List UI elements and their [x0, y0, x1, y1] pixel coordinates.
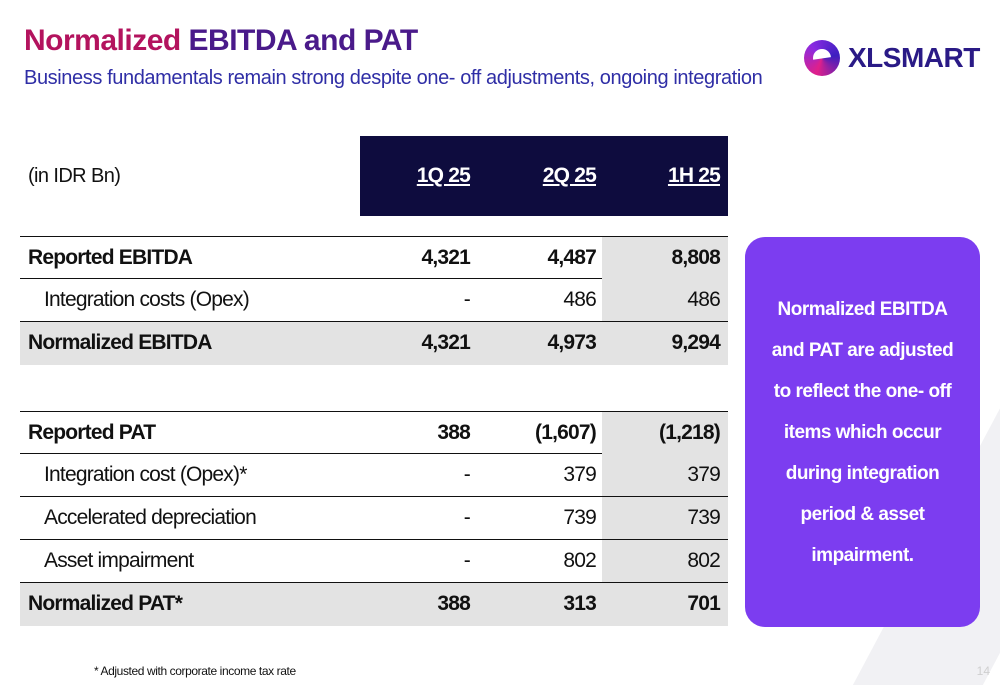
h1-highlight: [602, 237, 728, 279]
page-subtitle: Business fundamentals remain strong desp…: [24, 67, 763, 89]
table-row-normalized-pat: Normalized PAT* 388 313 701: [20, 583, 728, 626]
cell-1q25: -: [463, 506, 471, 529]
title-part-1: Normalized: [24, 24, 189, 57]
logo-text: XLSMART: [848, 42, 980, 73]
row-label: Integration costs (Opex): [44, 288, 250, 311]
table-row-asset-impairment: Asset impairment - 802 802: [20, 540, 728, 583]
cell-2q25: 802: [563, 549, 596, 572]
cell-2q25: 313: [563, 592, 596, 615]
cell-1h25: 802: [687, 549, 720, 572]
cell-1h25: 379: [687, 463, 720, 486]
cell-1h25: (1,218): [659, 421, 721, 444]
callout-text: Normalized EBITDA and PAT are adjusted t…: [771, 298, 954, 566]
cell-2q25: 379: [563, 463, 596, 486]
table-row-normalized-ebitda: Normalized EBITDA 4,321 4,973 9,294: [20, 322, 728, 365]
row-label: Normalized EBITDA: [28, 331, 212, 354]
h1-highlight: [602, 497, 728, 539]
table-row-integration-costs: Integration costs (Opex) - 486 486: [20, 279, 728, 322]
cell-2q25: 4,487: [547, 246, 596, 269]
row-label: Reported EBITDA: [28, 246, 193, 269]
table-row-reported-pat: Reported PAT 388 (1,607) (1,218): [20, 411, 728, 454]
cell-1h25: 9,294: [671, 331, 720, 354]
callout-box: Normalized EBITDA and PAT are adjusted t…: [745, 237, 980, 627]
title-part-2: EBITDA and PAT: [188, 24, 419, 57]
cell-1h25: 8,808: [671, 246, 720, 269]
cell-1q25: 4,321: [421, 331, 470, 354]
unit-label: (in IDR Bn): [28, 164, 121, 187]
cell-1h25: 739: [687, 506, 720, 529]
row-label: Reported PAT: [28, 421, 156, 444]
footnote: * Adjusted with corporate income tax rat…: [94, 664, 296, 678]
row-label: Integration cost (Opex)*: [44, 463, 247, 486]
page-number: 14: [976, 664, 990, 678]
row-label: Normalized PAT*: [28, 592, 183, 615]
h1-highlight: [602, 454, 728, 496]
cell-1h25: 486: [687, 288, 720, 311]
table-header: (in IDR Bn) 1Q 25 2Q 25 1H 25: [20, 136, 728, 216]
cell-2q25: 486: [563, 288, 596, 311]
cell-1q25: 388: [437, 421, 470, 444]
page-title: Normalized EBITDA and PAT: [24, 24, 418, 58]
cell-2q25: 739: [563, 506, 596, 529]
cell-2q25: (1,607): [535, 421, 597, 444]
brand-logo: XLSMART: [804, 36, 980, 80]
header-band: [360, 136, 728, 216]
table-row-integration-cost: Integration cost (Opex)* - 379 379: [20, 454, 728, 497]
row-label: Accelerated depreciation: [44, 506, 257, 529]
cell-1q25: -: [463, 463, 471, 486]
h1-highlight: [602, 540, 728, 582]
cell-1h25: 701: [687, 592, 720, 615]
cell-2q25: 4,973: [547, 331, 596, 354]
cell-1q25: -: [463, 549, 471, 572]
financial-table: (in IDR Bn) 1Q 25 2Q 25 1H 25 Reported E…: [20, 136, 728, 626]
h1-highlight: [602, 279, 728, 321]
xlsmart-logo-icon: [804, 40, 840, 76]
cell-1q25: 388: [437, 592, 470, 615]
column-header-2q25: 2Q 25: [542, 164, 597, 187]
table-row-accelerated-depreciation: Accelerated depreciation - 739 739: [20, 497, 728, 540]
table-row-reported-ebitda: Reported EBITDA 4,321 4,487 8,808: [20, 236, 728, 279]
cell-1q25: 4,321: [421, 246, 470, 269]
column-header-1q25: 1Q 25: [416, 164, 471, 187]
h1-highlight: [602, 412, 728, 454]
row-label: Asset impairment: [44, 549, 194, 572]
cell-1q25: -: [463, 288, 471, 311]
column-header-1h25: 1H 25: [667, 164, 721, 187]
